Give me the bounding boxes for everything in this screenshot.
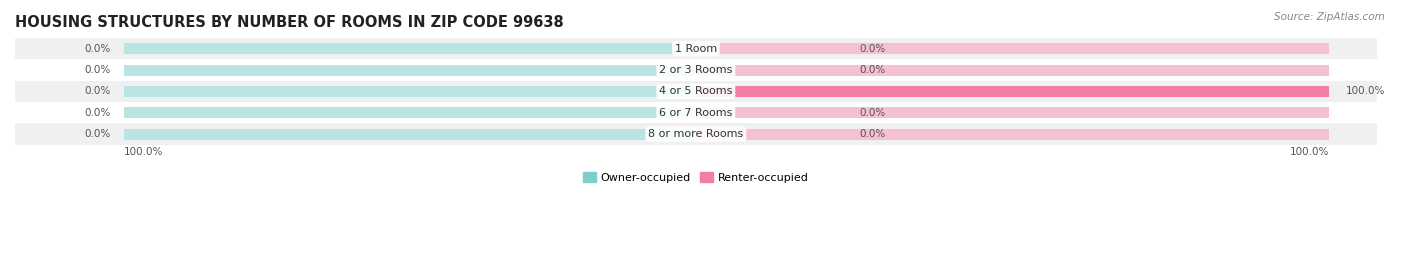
Text: 0.0%: 0.0% xyxy=(859,108,886,118)
Bar xyxy=(696,65,1329,76)
Text: 6 or 7 Rooms: 6 or 7 Rooms xyxy=(659,108,733,118)
Text: HOUSING STRUCTURES BY NUMBER OF ROOMS IN ZIP CODE 99638: HOUSING STRUCTURES BY NUMBER OF ROOMS IN… xyxy=(15,15,564,30)
Text: 0.0%: 0.0% xyxy=(84,44,110,54)
Bar xyxy=(696,43,1329,54)
Text: 0.0%: 0.0% xyxy=(859,44,886,54)
Bar xyxy=(124,129,696,140)
Text: 100.0%: 100.0% xyxy=(1289,147,1329,157)
Legend: Owner-occupied, Renter-occupied: Owner-occupied, Renter-occupied xyxy=(579,168,813,187)
Bar xyxy=(124,86,696,97)
Bar xyxy=(696,86,1329,97)
Bar xyxy=(124,43,696,54)
Bar xyxy=(15,81,1376,102)
Text: 0.0%: 0.0% xyxy=(84,129,110,139)
Text: 100.0%: 100.0% xyxy=(124,147,163,157)
Text: 2 or 3 Rooms: 2 or 3 Rooms xyxy=(659,65,733,75)
Text: 0.0%: 0.0% xyxy=(84,86,110,97)
Bar xyxy=(124,65,696,76)
Bar xyxy=(696,129,1329,140)
Text: Source: ZipAtlas.com: Source: ZipAtlas.com xyxy=(1274,12,1385,22)
Bar xyxy=(696,107,1329,118)
Text: 0.0%: 0.0% xyxy=(859,129,886,139)
Bar xyxy=(15,38,1376,59)
Bar xyxy=(15,102,1376,123)
Bar xyxy=(15,123,1376,145)
Text: 0.0%: 0.0% xyxy=(84,65,110,75)
Text: 8 or more Rooms: 8 or more Rooms xyxy=(648,129,744,139)
Text: 0.0%: 0.0% xyxy=(859,65,886,75)
Text: 100.0%: 100.0% xyxy=(1346,86,1385,97)
Text: 4 or 5 Rooms: 4 or 5 Rooms xyxy=(659,86,733,97)
Bar xyxy=(124,107,696,118)
Bar xyxy=(696,86,1329,97)
Text: 0.0%: 0.0% xyxy=(84,108,110,118)
Text: 1 Room: 1 Room xyxy=(675,44,717,54)
Bar xyxy=(15,59,1376,81)
